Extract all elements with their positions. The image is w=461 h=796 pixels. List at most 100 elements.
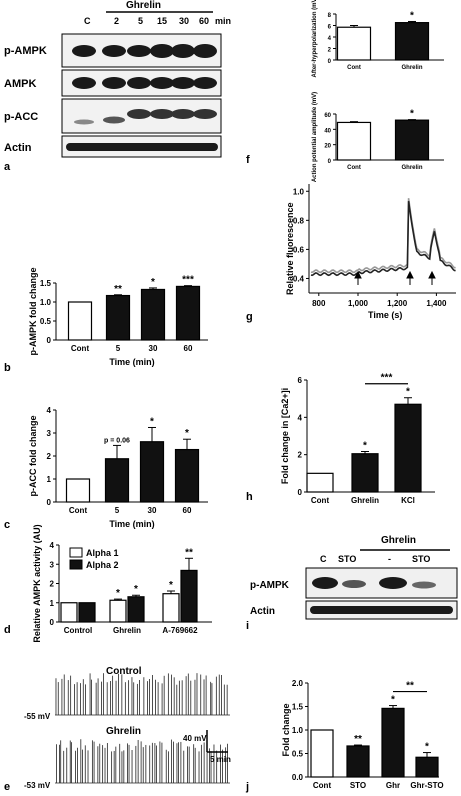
y-tick-label-c: 2	[47, 452, 52, 461]
blot-i-row-label-actin: Actin	[250, 606, 275, 617]
y-tick-label-b: 1.0	[40, 298, 52, 307]
panel-g-letter: g	[246, 311, 253, 323]
sig-label-h-KCl: *	[406, 387, 410, 398]
panel-f-letter: f	[246, 154, 250, 166]
y-label-f1: After-hyperpolarization (mV)	[312, 0, 318, 78]
x-tick-label-d: Control	[64, 626, 92, 635]
blot-a-row-label-pampk: p-AMPK	[4, 45, 47, 57]
blot-band-actin	[66, 143, 218, 151]
legend-swatch	[69, 547, 83, 558]
blot-band	[102, 77, 126, 89]
blot-band	[342, 580, 366, 588]
panel-b-letter: b	[4, 362, 11, 374]
x-tick-label-d: Ghrelin	[113, 626, 141, 635]
y-tick-label-c: 3	[47, 429, 52, 438]
blot-a-row-box-ampk	[61, 69, 222, 97]
g-trace-grey	[310, 198, 456, 274]
chart-f1: 0 2 4 6 8 After-hyperpolarization (mV) Cont * Gh…	[312, 0, 444, 78]
blot-i-lane-label-2: -	[388, 554, 391, 564]
y-tick-label-h: 4	[298, 413, 303, 422]
y-tick-label-f2: 20	[324, 144, 331, 150]
trace-control-label: Control	[106, 666, 142, 677]
bar-f1-Ghrelin	[394, 22, 430, 61]
blot-a-row-box-pampk	[61, 33, 222, 68]
chart-h: 0 2 4 6 Fold change in [Ca2+]i Cont * Ghrelin * K…	[280, 373, 435, 505]
bar-d-A-769662-Alpha 2	[180, 569, 198, 623]
x-tick-label-j: STO	[350, 781, 366, 790]
blot-a-lane-label-1: 2	[114, 16, 119, 26]
bar-b-Cont	[67, 301, 93, 341]
y-label-b: p-AMPK fold change	[28, 268, 38, 356]
sig-label-b-60: ***	[182, 275, 194, 286]
sig-label-j-Ghr-STO: *	[425, 742, 429, 753]
trace-ghrelin	[55, 739, 230, 784]
blot-band	[72, 77, 96, 89]
g-x-tick-label: 1,400	[426, 299, 447, 308]
g-y-tick-label: 0.8	[293, 216, 305, 225]
y-tick-label-d: 3	[50, 560, 55, 569]
sig-label-c-60: *	[185, 428, 189, 439]
y-tick-label-f1: 2	[328, 48, 332, 54]
sig-label-c-30: *	[150, 416, 154, 427]
x-tick-label-j: Ghr-STO	[410, 781, 443, 790]
blot-band	[127, 109, 151, 119]
trace-control	[55, 673, 230, 716]
bar-d-Ghrelin-Alpha 2	[127, 596, 145, 623]
panel-a-letter: a	[4, 161, 11, 173]
x-tick-label-b: 5	[116, 344, 121, 353]
blot-a-row-label-actin: Actin	[4, 142, 32, 154]
y-tick-label-j: 1.5	[292, 703, 304, 712]
y-tick-label-h: 2	[298, 451, 303, 460]
y-tick-label-f2: 0	[328, 159, 332, 165]
blot-a-header: Ghrelin	[126, 0, 161, 11]
bar-c-5	[104, 458, 130, 503]
trace-ghrelin-label: Ghrelin	[106, 726, 141, 737]
y-tick-label-f2: 40	[324, 128, 331, 134]
bar-j-STO	[346, 745, 370, 778]
x-tick-label-j: Ghr	[386, 781, 400, 790]
bar-b-30	[140, 288, 166, 341]
blot-band	[102, 45, 126, 57]
panel-d-letter: d	[4, 624, 11, 636]
bar-d-Control-Alpha 1	[60, 602, 78, 623]
blot-band	[127, 45, 151, 57]
scale-mv: 40 mV	[183, 734, 207, 743]
y-tick-label-c: 0	[47, 498, 52, 507]
bar-j-Cont	[310, 729, 334, 778]
x-tick-label-f2: Cont	[347, 165, 361, 171]
bar-j-Ghr	[381, 707, 405, 778]
blot-band	[171, 44, 195, 58]
blot-i-lane-label-1: STO	[338, 554, 356, 564]
y-label-h: Fold change in [Ca2+]i	[280, 388, 290, 484]
legend-swatch	[69, 559, 83, 570]
y-tick-label-j: 0.5	[292, 750, 304, 759]
y-label-j: Fold change	[281, 703, 291, 756]
y-tick-label-f1: 6	[328, 25, 332, 31]
panel-h-letter: h	[246, 491, 253, 503]
g-x-tick-label: 1,200	[387, 299, 408, 308]
panel-c-letter: c	[4, 519, 10, 531]
bar-b-60	[175, 285, 201, 341]
y-tick-label-j: 0.0	[292, 773, 304, 782]
blot-a-lane-label-5: 60	[199, 16, 209, 26]
bar-c-Cont	[65, 478, 91, 503]
y-tick-label-d: 1	[50, 599, 55, 608]
bar-c-30	[139, 441, 165, 503]
panel-i-letter: i	[246, 620, 249, 632]
blot-a-lane-label-4: 30	[179, 16, 189, 26]
bar-h-KCl	[394, 403, 422, 493]
y-tick-label-f1: 4	[328, 36, 332, 42]
blot-band	[74, 119, 94, 125]
chart-j: 0.0 0.5 1.0 1.5 2.0 Fold change Cont ** STO * Ghr *…	[281, 679, 444, 790]
legend-label: Alpha 1	[86, 548, 119, 558]
blot-band	[150, 109, 174, 119]
y-tick-label-f2: 60	[324, 113, 331, 119]
blot-band	[193, 44, 217, 58]
blot-a-row-label-pacc: p-ACC	[4, 111, 38, 123]
y-tick-label-b: 0	[47, 336, 52, 345]
x-tick-label-d: A-769662	[162, 626, 198, 635]
g-x-tick-label: 1,000	[348, 299, 369, 308]
blot-band-actin	[310, 606, 453, 614]
